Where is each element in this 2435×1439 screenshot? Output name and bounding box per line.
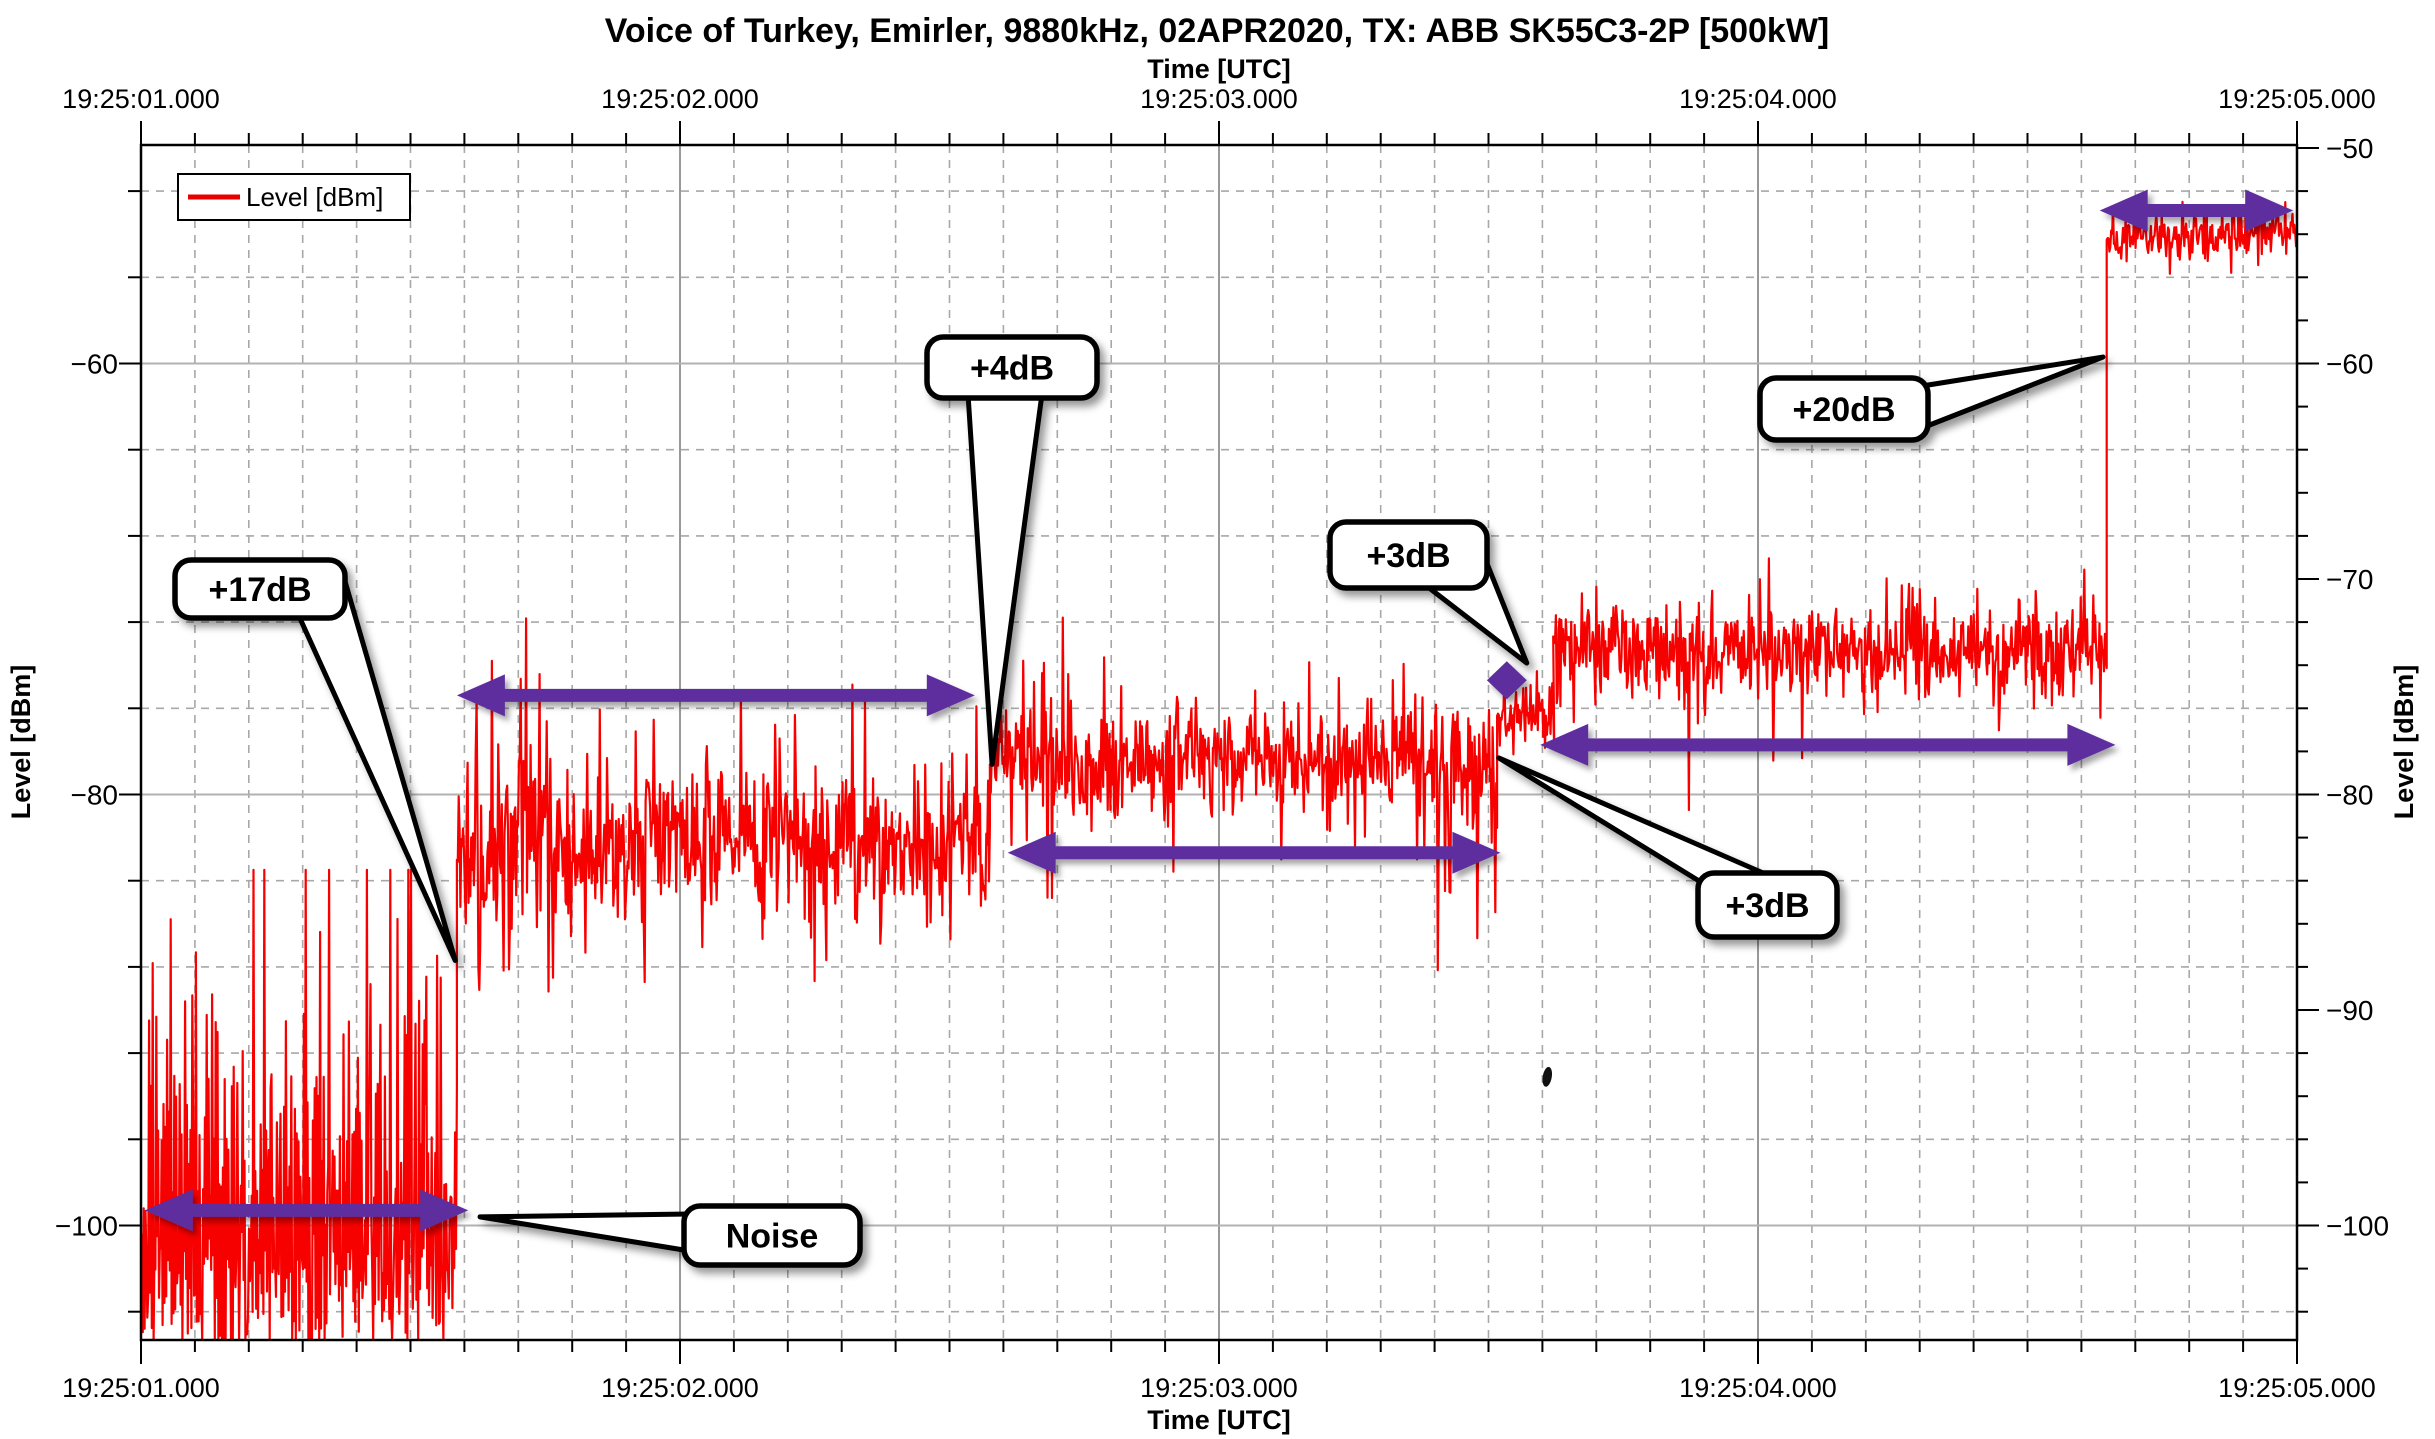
- callout-box: [924, 334, 1100, 401]
- x-axis-title-bottom: Time [UTC]: [1147, 1405, 1291, 1435]
- y-axis-title-left: Level [dBm]: [6, 665, 36, 820]
- y-axis-title-right: Level [dBm]: [2389, 665, 2419, 820]
- legend-label: Level [dBm]: [246, 182, 383, 212]
- tick-label-x-top: 19:25:04.000: [1679, 84, 1837, 114]
- tick-label-x-top: 19:25:03.000: [1140, 84, 1298, 114]
- tick-label-y-right: −50: [2326, 133, 2374, 164]
- double-arrow-plateau2-span: [1007, 831, 1501, 874]
- tick-label-y-left: −60: [71, 349, 119, 380]
- callout-label: +3dB: [1725, 887, 1809, 925]
- callout-label: +20dB: [1793, 391, 1896, 429]
- callout-tail: [477, 1211, 693, 1254]
- double-arrow-plateau4-span: [2099, 189, 2294, 232]
- double-arrow-step-diamond: [1486, 661, 1527, 700]
- callout-17db: +17dB: [172, 557, 458, 963]
- x-axis-title-top: Time [UTC]: [1147, 54, 1291, 84]
- callout-box: [1757, 375, 1931, 443]
- tick-label-x-bottom: 19:25:03.000: [1140, 1373, 1298, 1403]
- callout-tail: [295, 575, 458, 963]
- grid-layer: [141, 145, 2297, 1340]
- tick-label-y-right: −60: [2326, 349, 2374, 380]
- callout-tail: [1919, 354, 2106, 431]
- callout-label: +17dB: [209, 571, 312, 609]
- tick-label-x-bottom: 19:25:01.000: [62, 1373, 220, 1403]
- callout-box: [1695, 870, 1840, 940]
- callout-20db: +20dB: [1757, 354, 2106, 443]
- signal-trace: [139, 200, 2299, 1341]
- tick-label-x-bottom: 19:25:04.000: [1679, 1373, 1837, 1403]
- axes-layer: 19:25:01.000 19:25:01.000 19:25:02.000 19:2…: [55, 84, 2389, 1403]
- callout-noise: Noise: [477, 1203, 863, 1268]
- double-arrow-plateau3-span: [1540, 723, 2116, 766]
- callout-label: +3dB: [1366, 537, 1450, 575]
- tick-label-y-right: −90: [2326, 995, 2374, 1026]
- tick-label-y-right: −70: [2326, 564, 2374, 595]
- tick-label-y-left: −100: [55, 1211, 118, 1242]
- tick-label-x-top: 19:25:05.000: [2218, 84, 2376, 114]
- callout-label: Noise: [726, 1218, 819, 1256]
- legend: Level [dBm]: [177, 173, 411, 221]
- tick-label-x-bottom: 19:25:05.000: [2218, 1373, 2376, 1403]
- callout-box: [1327, 519, 1490, 591]
- stray-ink-mark: [1542, 1066, 1553, 1087]
- double-arrow-noise-span: [144, 1189, 469, 1232]
- callout-3db: +3dB: [1496, 755, 1840, 940]
- tick-label-x-top: 19:25:01.000: [62, 84, 220, 114]
- callout-tail: [1496, 755, 1773, 887]
- callout-box: [172, 557, 348, 621]
- callout-box: [681, 1203, 863, 1268]
- callout-3db: +3dB: [1327, 519, 1530, 666]
- callout-4db: +4dB: [924, 334, 1100, 767]
- span-arrows-layer: [144, 189, 2294, 1232]
- callout-label: +4dB: [970, 350, 1054, 388]
- double-arrow-plateau1-span: [456, 674, 975, 717]
- tick-label-x-top: 19:25:02.000: [601, 84, 759, 114]
- tick-label-y-right: −100: [2326, 1211, 2389, 1242]
- tick-label-y-left: −80: [71, 780, 119, 811]
- chart-title: Voice of Turkey, Emirler, 9880kHz, 02APR…: [605, 12, 1830, 50]
- tick-label-x-bottom: 19:25:02.000: [601, 1373, 759, 1403]
- tick-label-y-right: −80: [2326, 780, 2374, 811]
